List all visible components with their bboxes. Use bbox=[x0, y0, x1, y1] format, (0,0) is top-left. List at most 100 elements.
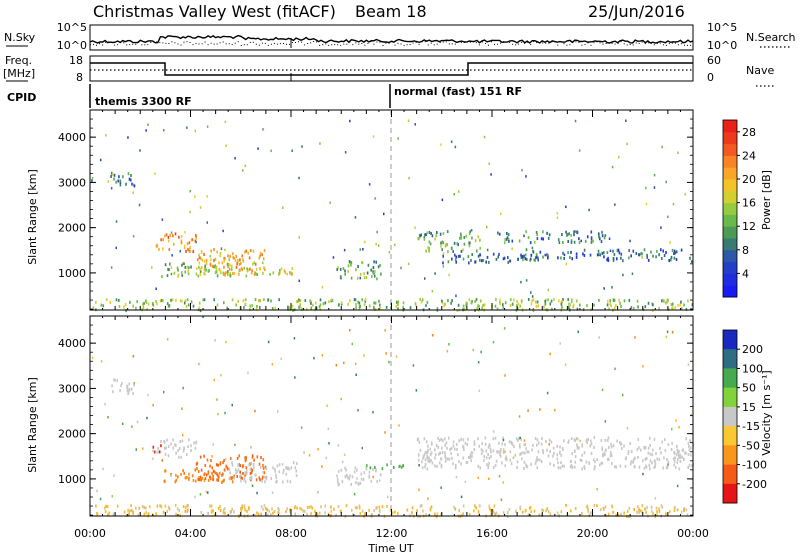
data-cell bbox=[608, 307, 610, 311]
data-cell bbox=[287, 307, 289, 311]
data-cell bbox=[197, 477, 199, 481]
data-cell bbox=[586, 235, 589, 239]
data-cell bbox=[250, 462, 253, 465]
data-cell bbox=[355, 303, 357, 307]
data-cell bbox=[327, 427, 330, 430]
data-cell bbox=[353, 492, 356, 496]
nsearch-point bbox=[295, 42, 296, 43]
data-cell bbox=[674, 456, 676, 460]
data-cell bbox=[637, 305, 639, 309]
data-cell bbox=[241, 476, 244, 480]
data-cell bbox=[291, 267, 294, 270]
data-cell bbox=[457, 243, 459, 247]
data-cell bbox=[250, 471, 253, 474]
y-tick-label: 2000 bbox=[58, 222, 86, 235]
data-cell bbox=[181, 439, 184, 443]
x-tick-label: 04:00 bbox=[175, 527, 207, 540]
data-cell bbox=[233, 510, 235, 514]
velocity-colorbar-swatch bbox=[723, 483, 737, 504]
data-cell bbox=[479, 258, 481, 262]
data-cell bbox=[570, 459, 572, 463]
velocity-colorbar-tick-label: -100 bbox=[742, 459, 767, 472]
data-cell bbox=[507, 256, 509, 260]
data-cell bbox=[536, 237, 539, 241]
nsearch-point bbox=[599, 42, 601, 44]
nsearch-point bbox=[298, 41, 299, 43]
data-cell bbox=[592, 239, 594, 243]
data-cell bbox=[216, 478, 218, 482]
data-cell bbox=[198, 261, 201, 265]
data-cell bbox=[539, 250, 542, 254]
data-cell bbox=[374, 197, 376, 200]
data-cell bbox=[502, 481, 504, 484]
data-cell bbox=[616, 248, 619, 252]
data-cell bbox=[221, 473, 223, 477]
data-cell bbox=[474, 239, 477, 243]
data-cell bbox=[167, 268, 169, 271]
data-cell bbox=[573, 240, 576, 244]
data-cell bbox=[666, 300, 669, 304]
data-cell bbox=[262, 261, 264, 265]
data-cell bbox=[531, 295, 534, 298]
nsearch-point bbox=[424, 41, 426, 43]
data-cell bbox=[285, 466, 287, 470]
data-cell bbox=[358, 301, 361, 305]
data-cell bbox=[116, 379, 119, 383]
data-cell bbox=[237, 468, 240, 472]
data-cell bbox=[231, 507, 233, 511]
data-cell bbox=[581, 453, 583, 457]
data-cell bbox=[123, 305, 125, 309]
data-cell bbox=[265, 466, 268, 470]
data-cell bbox=[285, 510, 287, 513]
data-cell bbox=[136, 300, 138, 304]
data-cell bbox=[439, 451, 441, 455]
data-cell bbox=[331, 299, 334, 302]
data-cell bbox=[258, 299, 260, 303]
data-cell bbox=[328, 442, 330, 445]
data-cell bbox=[451, 257, 453, 261]
data-cell bbox=[567, 439, 570, 443]
data-cell bbox=[153, 450, 156, 454]
data-cell bbox=[542, 237, 544, 241]
data-cell bbox=[175, 473, 177, 477]
data-cell bbox=[493, 466, 495, 469]
data-cell bbox=[439, 232, 442, 236]
nsearch-point bbox=[162, 42, 164, 44]
data-cell bbox=[454, 466, 457, 470]
data-cell bbox=[462, 445, 465, 449]
data-cell bbox=[454, 507, 457, 511]
data-cell bbox=[345, 468, 347, 472]
data-cell bbox=[258, 476, 261, 480]
data-cell bbox=[560, 453, 563, 457]
data-cell bbox=[395, 304, 397, 308]
data-cell bbox=[553, 298, 555, 301]
data-cell bbox=[546, 253, 548, 257]
data-cell bbox=[470, 229, 473, 232]
data-cell bbox=[520, 452, 522, 456]
nsearch-point bbox=[114, 44, 116, 46]
nsearch-point bbox=[448, 43, 450, 45]
data-cell bbox=[340, 397, 342, 401]
data-cell bbox=[207, 479, 210, 482]
data-cell bbox=[291, 272, 293, 276]
data-cell bbox=[339, 267, 342, 271]
data-cell bbox=[646, 505, 648, 509]
data-cell bbox=[428, 249, 430, 253]
data-cell bbox=[235, 254, 237, 258]
data-cell bbox=[104, 510, 107, 514]
data-cell bbox=[248, 463, 250, 467]
data-cell bbox=[131, 425, 133, 428]
data-cell bbox=[492, 430, 495, 433]
data-cell bbox=[164, 263, 167, 267]
velocity-colorbar-swatch bbox=[723, 349, 737, 369]
data-cell bbox=[402, 305, 404, 309]
data-cell bbox=[685, 307, 688, 311]
data-cell bbox=[211, 509, 214, 513]
data-cell bbox=[576, 443, 578, 447]
data-cell bbox=[492, 437, 495, 441]
data-cell bbox=[397, 137, 399, 140]
data-cell bbox=[240, 507, 242, 510]
data-cell bbox=[212, 264, 214, 268]
nsearch-point bbox=[602, 43, 604, 45]
